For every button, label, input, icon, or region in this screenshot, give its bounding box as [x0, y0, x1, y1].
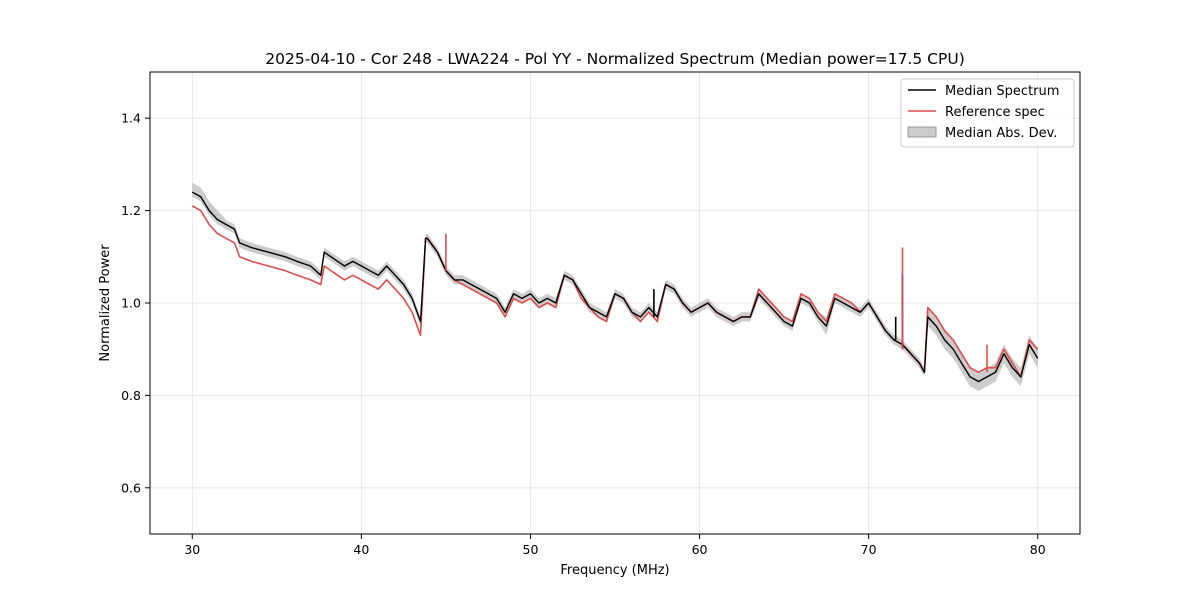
legend-reference-label: Reference spec [945, 105, 1045, 120]
mad-band [192, 182, 1038, 391]
x-tick-label: 60 [692, 542, 708, 557]
x-tick-label: 40 [353, 542, 369, 557]
y-tick-label: 1.4 [121, 111, 141, 126]
y-axis-label: Normalized Power [98, 244, 113, 362]
chart-title: 2025-04-10 - Cor 248 - LWA224 - Pol YY -… [265, 50, 965, 68]
x-tick-label: 30 [184, 542, 200, 557]
x-tick-label: 70 [861, 542, 877, 557]
lines-layer [191, 191, 1039, 383]
tick-layer: 30 40 50 60 70 80 0.6 0.8 1.0 1.2 1.4 [121, 111, 1046, 557]
x-tick-label: 50 [523, 542, 539, 557]
legend-mad-swatch [907, 126, 937, 138]
legend: Median Spectrum Reference spec Median Ab… [900, 78, 1075, 148]
y-tick-label: 0.8 [121, 388, 141, 403]
y-tick-label: 1.2 [121, 203, 141, 218]
y-tick-label: 1.0 [121, 296, 141, 311]
legend-mad-label: Median Abs. Dev. [945, 126, 1057, 141]
median-spectrum-line [191, 191, 1039, 383]
legend-median-label: Median Spectrum [945, 84, 1059, 99]
mad-band-layer [192, 182, 1038, 391]
x-tick-label: 80 [1030, 542, 1046, 557]
legend-box [900, 78, 1075, 148]
x-axis-label: Frequency (MHz) [560, 563, 669, 578]
y-tick-label: 0.6 [121, 480, 141, 495]
